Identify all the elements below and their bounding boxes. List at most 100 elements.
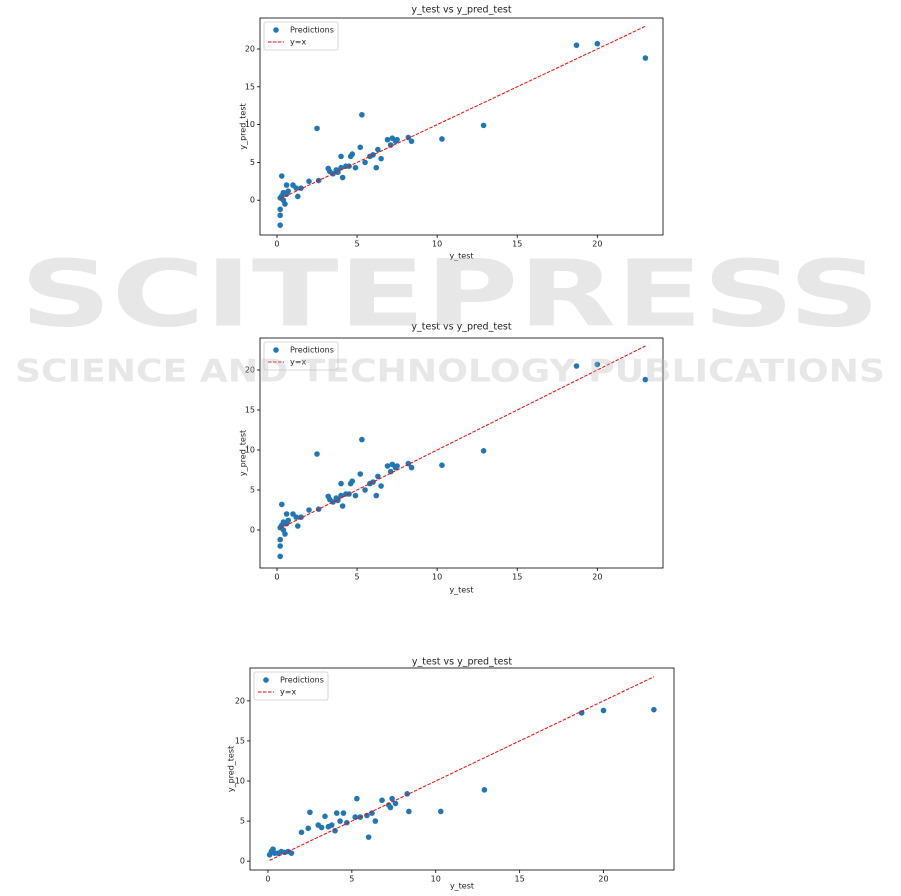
data-point bbox=[285, 188, 291, 194]
data-point bbox=[338, 480, 344, 487]
data-point bbox=[330, 499, 336, 505]
data-point bbox=[339, 503, 346, 509]
data-point bbox=[387, 804, 394, 811]
chart: y_test vs y_pred_test y_test y_pred_test 0 5… bbox=[239, 5, 664, 261]
x-tick-label: 5 bbox=[355, 573, 360, 582]
plot-area bbox=[259, 17, 664, 236]
data-point bbox=[357, 144, 364, 151]
data-point bbox=[573, 363, 580, 369]
data-point bbox=[333, 810, 340, 816]
data-point bbox=[306, 178, 312, 185]
data-point bbox=[373, 164, 380, 171]
data-point bbox=[305, 825, 312, 832]
x-axis-label: y_test bbox=[449, 252, 473, 261]
reference-line bbox=[279, 345, 646, 529]
data-point bbox=[295, 193, 301, 200]
y-tick-label: 10 bbox=[245, 120, 255, 129]
data-point bbox=[328, 822, 335, 828]
data-point bbox=[365, 834, 372, 840]
data-point bbox=[573, 42, 580, 49]
legend-box bbox=[263, 341, 339, 371]
data-point bbox=[277, 212, 283, 219]
data-point bbox=[337, 818, 343, 824]
chart: y_test vs y_pred_test y_test y_pred_test 0 5… bbox=[227, 657, 675, 891]
data-point bbox=[318, 824, 325, 831]
watermark-title: SCITEPRESS bbox=[20, 240, 880, 347]
data-point bbox=[288, 850, 295, 856]
data-point bbox=[277, 543, 283, 549]
legend-marker bbox=[273, 27, 279, 33]
plot-area bbox=[249, 667, 675, 871]
data-point bbox=[651, 706, 657, 713]
data-point bbox=[362, 159, 368, 166]
reference-line bbox=[269, 676, 655, 861]
data-point bbox=[439, 136, 445, 142]
data-point bbox=[378, 483, 384, 489]
x-tick-label: 10 bbox=[431, 875, 441, 884]
legend-marker bbox=[263, 677, 269, 683]
data-point bbox=[594, 40, 601, 47]
data-point bbox=[359, 111, 365, 118]
data-point bbox=[408, 464, 415, 471]
x-tick-label: 20 bbox=[592, 573, 602, 582]
data-point bbox=[293, 185, 299, 191]
data-point bbox=[295, 523, 301, 529]
data-point bbox=[282, 201, 288, 207]
data-point bbox=[594, 361, 601, 368]
data-point bbox=[384, 136, 391, 143]
data-point bbox=[375, 473, 381, 480]
data-point bbox=[406, 808, 412, 815]
data-point bbox=[379, 797, 385, 804]
data-point bbox=[357, 471, 364, 477]
x-tick-label: 10 bbox=[432, 240, 442, 249]
data-point bbox=[293, 514, 299, 520]
data-point bbox=[314, 125, 320, 132]
data-point bbox=[408, 138, 415, 145]
data-point bbox=[378, 155, 384, 162]
data-point bbox=[277, 553, 283, 560]
y-tick-label: 5 bbox=[250, 158, 255, 167]
data-point bbox=[338, 164, 344, 171]
data-point bbox=[352, 164, 359, 171]
data-point bbox=[642, 55, 649, 61]
data-point bbox=[369, 810, 375, 816]
data-point bbox=[481, 787, 488, 793]
data-point bbox=[373, 492, 380, 499]
data-point bbox=[439, 462, 445, 469]
watermark-subtitle: SCIENCE AND TECHNOLOGY PUBLICATIONS bbox=[15, 354, 885, 390]
data-point bbox=[354, 795, 360, 802]
data-point bbox=[339, 174, 346, 181]
data-point bbox=[306, 507, 312, 513]
y-tick-label: 15 bbox=[235, 736, 245, 745]
data-point bbox=[340, 810, 347, 816]
x-tick-label: 5 bbox=[355, 240, 360, 249]
data-point bbox=[394, 136, 400, 143]
reference-line bbox=[279, 25, 646, 200]
legend-label: Predictions bbox=[290, 346, 334, 355]
y-tick-label: 0 bbox=[240, 857, 245, 866]
x-tick-label: 0 bbox=[265, 875, 270, 884]
x-tick-label: 5 bbox=[349, 875, 354, 884]
y-tick-label: 20 bbox=[235, 696, 245, 705]
data-point bbox=[387, 142, 394, 148]
data-point bbox=[278, 173, 285, 179]
x-tick-label: 0 bbox=[274, 573, 279, 582]
data-point bbox=[480, 448, 487, 454]
data-point bbox=[394, 463, 400, 469]
legend-box bbox=[253, 671, 329, 701]
x-tick-label: 15 bbox=[512, 573, 522, 582]
plot-area bbox=[259, 337, 664, 569]
data-point bbox=[285, 517, 291, 524]
data-point bbox=[278, 501, 285, 508]
legend-label: y=x bbox=[290, 358, 306, 367]
data-point bbox=[344, 819, 350, 826]
y-axis-label: y_pred_test bbox=[239, 430, 248, 476]
y-axis-label: y_pred_test bbox=[227, 746, 236, 792]
data-point bbox=[600, 707, 607, 714]
data-point bbox=[372, 818, 379, 824]
legend-label: y=x bbox=[280, 688, 296, 697]
data-point bbox=[283, 182, 290, 188]
data-point bbox=[359, 436, 365, 443]
chart-title: y_test vs y_pred_test bbox=[411, 322, 511, 333]
y-tick-label: 0 bbox=[250, 196, 255, 205]
